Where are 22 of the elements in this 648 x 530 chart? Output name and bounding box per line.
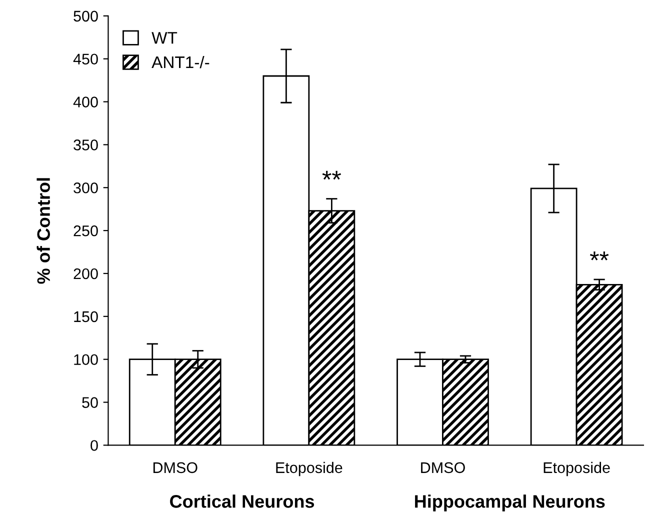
y-tick-label: 50 — [82, 397, 98, 408]
y-tick-label: 250 — [74, 225, 98, 236]
text: Cortical Neurons — [170, 494, 314, 508]
y-tick-label: 350 — [74, 140, 98, 150]
x-tick-label: Etoposide — [544, 462, 610, 476]
y-tick-label: 450 — [73, 54, 98, 65]
y-axis-title: % of Control — [36, 178, 50, 284]
y-tick-label: 500 — [74, 10, 98, 22]
y-tick-label: 0 — [90, 440, 98, 451]
y-tick-label: 200 — [74, 268, 98, 280]
legend-label: WT — [152, 32, 178, 44]
text: Hippocampal Neurons — [415, 494, 605, 512]
y-tick-label: 100 — [74, 354, 98, 366]
legend-label: ANT1-/- — [152, 56, 210, 68]
x-tick-label: Etoposide — [276, 462, 342, 476]
annotation: ** — [590, 252, 609, 260]
annotation: ** — [322, 170, 342, 180]
y-tick-label: 400 — [73, 96, 98, 108]
x-tick-label: DMSO — [421, 462, 465, 474]
y-tick-label: 300 — [74, 182, 98, 194]
x-tick-label: DMSO — [153, 462, 198, 474]
y-tick-label: 150 — [74, 311, 98, 322]
